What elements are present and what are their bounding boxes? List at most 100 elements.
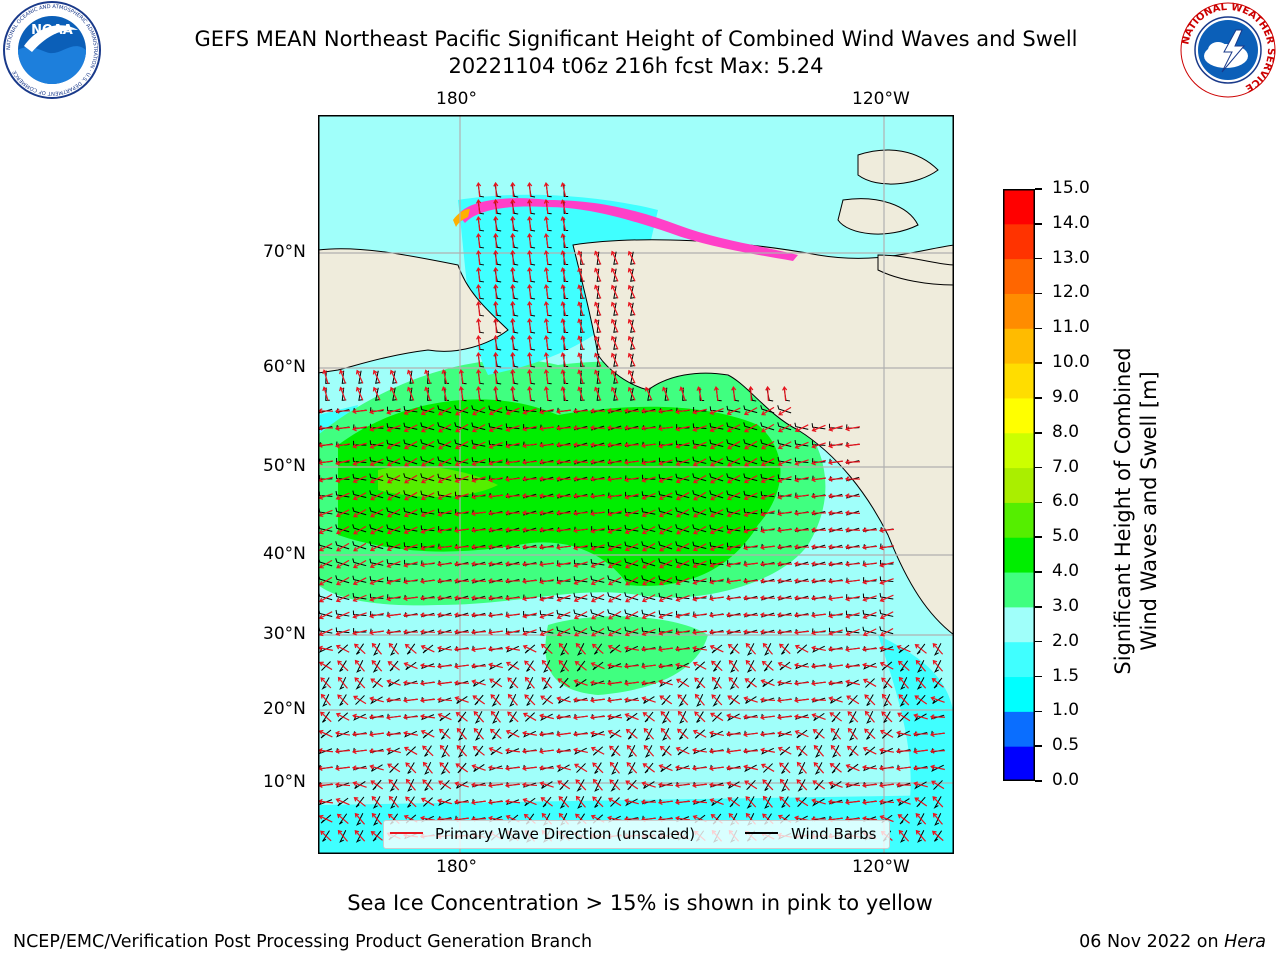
wind-barb: [594, 762, 602, 774]
wind-barb: [488, 422, 503, 430]
wave-direction-arrow: [897, 814, 910, 824]
wave-direction-arrow: [353, 695, 367, 705]
wind-barb: [797, 745, 807, 757]
wind-barb: [335, 490, 350, 498]
wave-direction-arrow: [794, 494, 810, 500]
wave-direction-arrow: [657, 663, 674, 669]
wave-direction-arrow: [726, 407, 741, 416]
wind-barb: [743, 422, 758, 431]
wave-direction-arrow: [594, 335, 602, 350]
wind-barb: [794, 422, 809, 430]
wind-barb: [709, 473, 724, 482]
wave-direction-arrow: [369, 475, 384, 484]
wind-barb: [352, 524, 367, 533]
wave-direction-arrow: [574, 661, 587, 671]
wave-direction-arrow: [627, 386, 636, 401]
wave-direction-arrow: [727, 457, 741, 467]
wind-barb: [373, 813, 381, 826]
wave-direction-arrow: [590, 594, 605, 603]
wind-barb: [777, 422, 792, 431]
wind-barb: [781, 762, 789, 774]
wave-direction-arrow: [607, 543, 622, 552]
wind-barb: [594, 779, 602, 792]
wave-direction-arrow: [504, 747, 521, 754]
wave-direction-arrow: [710, 474, 724, 484]
wave-direction-arrow: [472, 406, 486, 416]
wave-direction-arrow: [334, 748, 351, 754]
wind-barb: [337, 712, 349, 722]
wave-direction-arrow: [590, 544, 605, 551]
wave-direction-arrow: [846, 745, 859, 756]
wind-barb: [628, 745, 636, 758]
wave-direction-arrow: [776, 612, 793, 618]
wind-barb: [781, 779, 789, 792]
wave-direction-arrow: [527, 334, 533, 351]
wave-direction-arrow: [487, 510, 504, 516]
lat-label-60n: 60°N: [263, 357, 306, 377]
wave-direction-arrow: [778, 406, 792, 416]
colorbar-tick-mark: [1035, 640, 1042, 643]
wind-barb: [474, 694, 484, 706]
wave-direction-arrow: [504, 782, 521, 788]
wave-direction-arrow: [454, 475, 469, 483]
wave-direction-arrow: [745, 642, 757, 655]
wave-direction-arrow: [387, 508, 401, 518]
wind-barb: [454, 422, 469, 431]
wave-direction-arrow: [827, 459, 844, 466]
wave-direction-arrow: [589, 459, 606, 465]
wave-direction-arrow: [777, 746, 792, 755]
wave-direction-arrow: [709, 730, 724, 736]
wave-direction-arrow: [761, 406, 775, 416]
wind-barb: [575, 679, 587, 687]
wave-direction-arrow: [879, 627, 894, 637]
wave-direction-arrow: [594, 318, 602, 333]
wind-barb: [879, 609, 894, 617]
wave-direction-arrow: [692, 613, 708, 619]
wave-direction-arrow: [881, 693, 892, 706]
wave-direction-arrow: [369, 560, 384, 569]
wave-direction-arrow: [793, 527, 810, 533]
wind-barb: [899, 694, 908, 707]
wave-direction-arrow: [572, 408, 589, 414]
wave-direction-arrow: [694, 677, 706, 689]
wave-direction-arrow: [386, 595, 401, 602]
wave-direction-arrow: [659, 525, 673, 535]
wind-barb: [335, 558, 350, 567]
wave-direction-arrow: [538, 765, 555, 771]
wave-direction-arrow: [610, 301, 619, 316]
wave-direction-arrow: [844, 459, 861, 465]
wind-barb: [386, 507, 401, 516]
wave-direction-arrow: [725, 595, 742, 601]
wave-direction-arrow: [881, 677, 893, 689]
wind-barb: [352, 457, 367, 464]
wave-direction-arrow: [879, 578, 894, 585]
wave-direction-arrow: [915, 829, 927, 842]
wave-direction-arrow: [693, 508, 707, 518]
wave-direction-arrow: [556, 696, 571, 703]
wave-direction-arrow: [437, 527, 452, 534]
wave-direction-arrow: [369, 764, 384, 771]
wave-direction-arrow: [438, 423, 452, 433]
wave-direction-arrow: [844, 527, 861, 533]
wind-barb: [454, 474, 469, 481]
wave-direction-arrow: [777, 458, 792, 467]
wind-barb: [526, 677, 534, 690]
wind-barb: [386, 576, 401, 582]
wave-direction-arrow: [829, 763, 842, 773]
wave-direction-arrow: [610, 369, 619, 384]
wave-direction-arrow: [759, 629, 776, 635]
wave-direction-arrow: [674, 764, 691, 771]
wave-direction-arrow: [369, 696, 384, 703]
land-arctic-island-3: [877, 254, 954, 286]
wave-direction-arrow: [709, 596, 725, 602]
wave-direction-arrow: [404, 491, 418, 501]
wave-direction-arrow: [794, 441, 809, 450]
wind-barb: [559, 660, 568, 673]
wave-direction-arrow: [811, 442, 826, 449]
colorbar-tick-mark: [1035, 501, 1042, 504]
wave-direction-arrow: [641, 781, 656, 788]
wave-direction-arrow: [577, 284, 584, 299]
wave-direction-arrow: [510, 300, 516, 317]
wave-direction-arrow: [522, 443, 538, 449]
wave-direction-arrow: [726, 561, 741, 568]
